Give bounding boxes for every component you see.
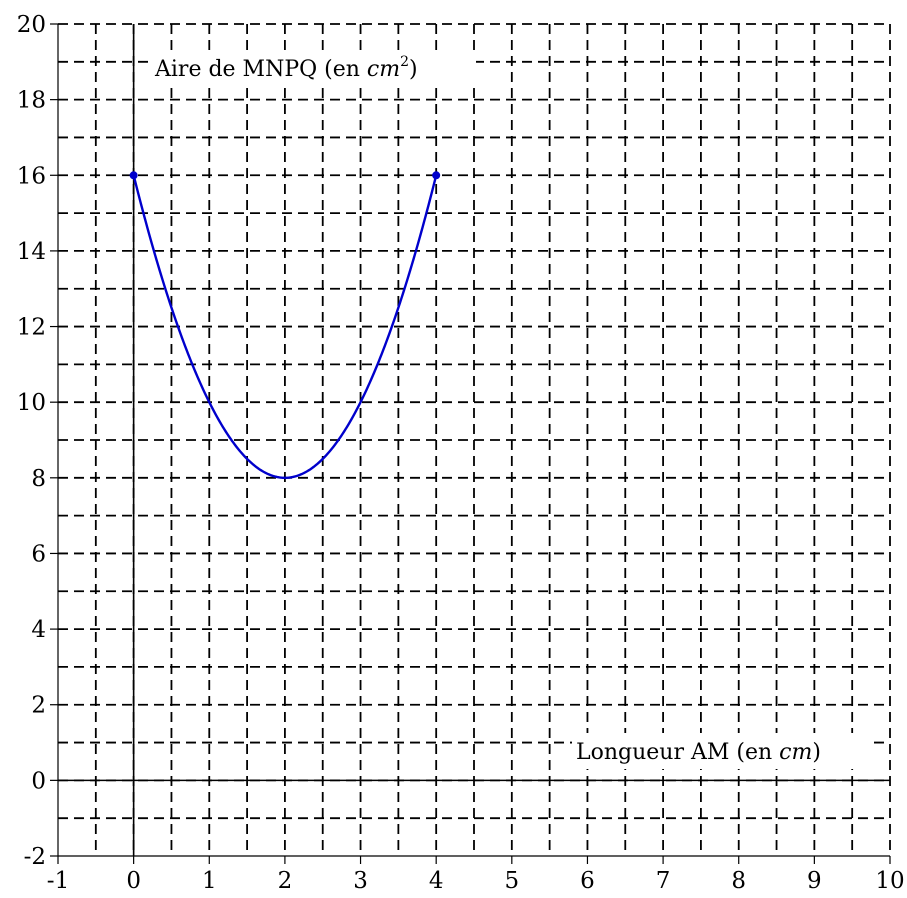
x-axis-title: Longueur AM (en cm) (572, 733, 868, 769)
axes (57, 24, 890, 857)
y-tick-label: 14 (17, 239, 46, 265)
series-endpoint (129, 171, 138, 180)
series (129, 171, 441, 480)
y-tick-label: 2 (31, 693, 46, 719)
y-tick-label: 12 (17, 315, 46, 341)
series-curve (132, 174, 438, 480)
y-tick-label: 16 (17, 163, 46, 189)
y-tick-label: 8 (31, 466, 46, 492)
y-tick-label: -2 (24, 844, 46, 870)
x-tick-label: -1 (47, 868, 69, 894)
grid (58, 23, 891, 856)
x-tick-label: 1 (202, 868, 217, 894)
x-tick-label: 0 (126, 868, 141, 894)
y-axis-title: Aire de MNPQ (en cm2) (150, 50, 476, 86)
y-tick-label: 4 (31, 617, 46, 643)
x-tick-label: 6 (580, 868, 595, 894)
x-tick-label: 4 (429, 868, 444, 894)
y-tick-label: 18 (17, 88, 46, 114)
x-tick-label: 10 (875, 868, 904, 894)
y-tick-label: 20 (17, 12, 46, 38)
x-tick-label: 8 (731, 868, 746, 894)
y-tick-label: 0 (31, 768, 46, 794)
x-tick-label: 9 (807, 868, 822, 894)
y-tick-label: 10 (17, 390, 46, 416)
x-tick-label: 7 (656, 868, 671, 894)
svg-text:Aire de MNPQ (en cm2): Aire de MNPQ (en cm2) (154, 54, 418, 82)
x-tick-label: 3 (353, 868, 368, 894)
x-tick-label: 5 (504, 868, 519, 894)
svg-text:Longueur AM (en cm): Longueur AM (en cm) (576, 740, 821, 765)
x-tick-label: 2 (278, 868, 293, 894)
series-endpoint (432, 171, 441, 180)
y-tick-label: 6 (31, 541, 46, 567)
